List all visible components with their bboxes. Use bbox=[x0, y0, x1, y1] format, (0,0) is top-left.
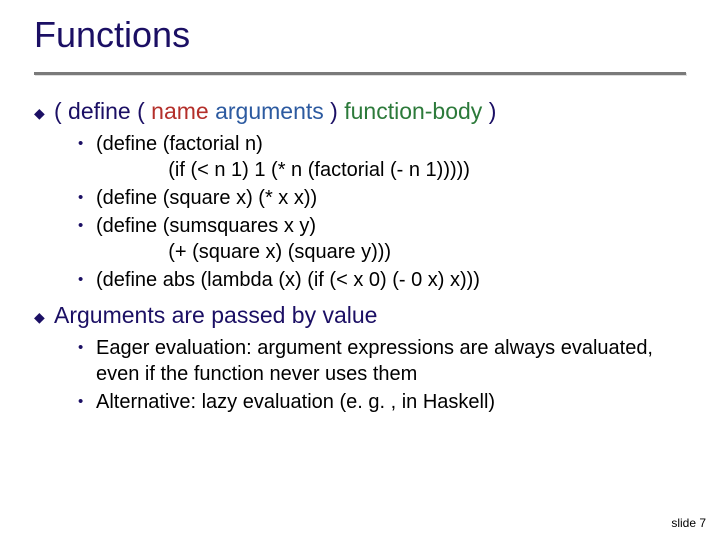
args-bullet-text: Eager evaluation: argument expressions a… bbox=[96, 335, 686, 387]
args-bullet-item: • Eager evaluation: argument expressions… bbox=[78, 335, 686, 387]
syntax-body: function-body bbox=[344, 98, 482, 124]
syntax-row: ◆ ( define ( name arguments ) function-b… bbox=[34, 97, 686, 127]
args-heading-row: ◆ Arguments are passed by value bbox=[34, 301, 686, 331]
args-bullet-text: Alternative: lazy evaluation (e. g. , in… bbox=[96, 389, 495, 415]
args-heading-text: Arguments are passed by value bbox=[54, 301, 377, 329]
slide-number: slide 7 bbox=[671, 516, 706, 530]
code-item: • (define abs (lambda (x) (if (< x 0) (-… bbox=[78, 267, 686, 293]
syntax-post: ) bbox=[482, 98, 496, 124]
syntax-name: name bbox=[151, 98, 209, 124]
code-text: (define (square x) (* x x)) bbox=[96, 185, 317, 211]
diamond-bullet-icon: ◆ bbox=[34, 301, 54, 331]
code-item: • (define (factorial n) (if (< n 1) 1 (*… bbox=[78, 131, 686, 183]
slide: Functions ◆ ( define ( name arguments ) … bbox=[0, 0, 720, 540]
slide-title: Functions bbox=[34, 14, 686, 64]
dot-bullet-icon: • bbox=[78, 185, 96, 211]
diamond-bullet-icon: ◆ bbox=[34, 97, 54, 127]
dot-bullet-icon: • bbox=[78, 213, 96, 239]
syntax-args: arguments bbox=[215, 98, 324, 124]
code-item: • (define (sumsquares x y) (+ (square x)… bbox=[78, 213, 686, 265]
dot-bullet-icon: • bbox=[78, 335, 96, 361]
title-underline bbox=[34, 72, 686, 75]
code-text: (define (sumsquares x y) (+ (square x) (… bbox=[96, 213, 391, 265]
dot-bullet-icon: • bbox=[78, 389, 96, 415]
syntax-mid: ) bbox=[324, 98, 344, 124]
dot-bullet-icon: • bbox=[78, 267, 96, 293]
dot-bullet-icon: • bbox=[78, 131, 96, 157]
code-text: (define (factorial n) (if (< n 1) 1 (* n… bbox=[96, 131, 470, 183]
args-bullet-item: • Alternative: lazy evaluation (e. g. , … bbox=[78, 389, 686, 415]
code-item: • (define (square x) (* x x)) bbox=[78, 185, 686, 211]
syntax-text: ( define ( name arguments ) function-bod… bbox=[54, 97, 496, 125]
code-text: (define abs (lambda (x) (if (< x 0) (- 0… bbox=[96, 267, 480, 293]
syntax-pre: ( define ( bbox=[54, 98, 151, 124]
